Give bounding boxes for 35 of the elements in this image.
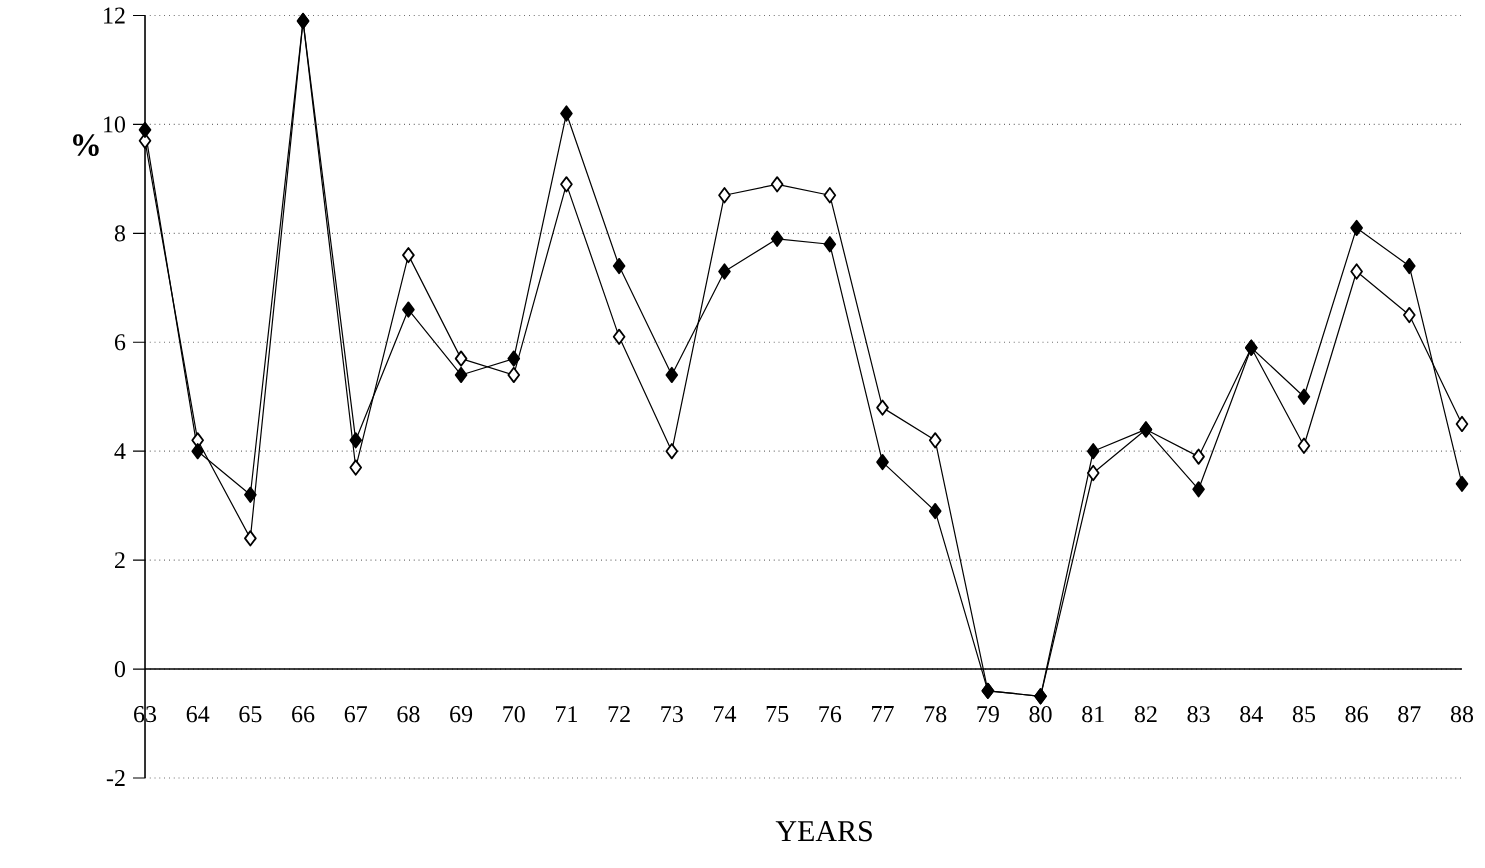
- x-tick-label: 84: [1240, 706, 1263, 723]
- x-tick-label: 87: [1398, 706, 1421, 723]
- x-tick-label: 69: [450, 706, 473, 723]
- x-tick-label: 68: [397, 706, 420, 723]
- x-tick-label: 80: [1029, 706, 1052, 723]
- y-tick-label: -2: [106, 770, 125, 786]
- y-tick-label: 0: [114, 660, 126, 678]
- x-tick-label: 64: [186, 706, 210, 723]
- x-tick-label: 77: [872, 706, 894, 722]
- x-tick-label: 65: [239, 706, 262, 723]
- x-tick-label: 73: [661, 706, 683, 723]
- x-tick-label: 74: [714, 706, 737, 722]
- x-tick-label: 81: [1082, 706, 1104, 723]
- x-tick-label: 70: [503, 706, 525, 723]
- x-tick-label: 66: [292, 706, 315, 723]
- y-tick-label: 2: [115, 552, 125, 569]
- x-tick-label: 79: [977, 706, 999, 723]
- y-tick-label: 4: [114, 443, 126, 460]
- y-tick-label: 6: [114, 334, 126, 351]
- x-tick-label: 82: [1134, 706, 1157, 723]
- x-axis-title: YEARS: [775, 821, 872, 842]
- x-tick-label: 88: [1450, 706, 1474, 723]
- x-tick-label: 67: [344, 706, 368, 723]
- y-tick-label: 8: [114, 225, 126, 242]
- x-tick-label: 75: [766, 706, 789, 723]
- x-tick-label: 78: [924, 706, 947, 723]
- x-tick-label: 86: [1345, 706, 1368, 723]
- x-tick-label: 85: [1292, 706, 1316, 723]
- x-tick-label: 71: [556, 706, 578, 722]
- x-tick-label: 72: [608, 706, 630, 723]
- y-tick-label: 10: [104, 116, 126, 133]
- x-tick-label: 76: [819, 706, 842, 723]
- y-tick-label: 12: [104, 7, 125, 24]
- x-tick-label: 83: [1187, 706, 1210, 723]
- y-axis-title: %: [73, 134, 99, 156]
